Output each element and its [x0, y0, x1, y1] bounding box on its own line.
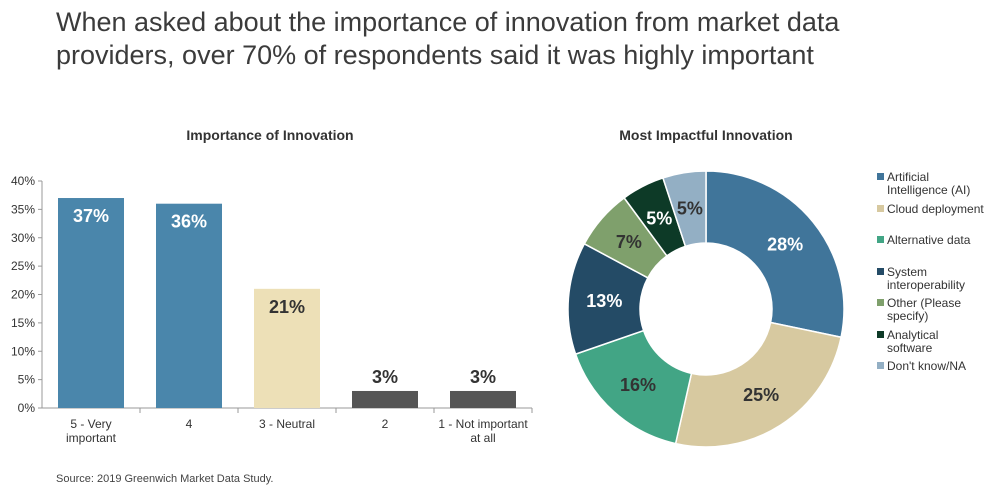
legend-swatch — [877, 236, 884, 243]
legend-swatch — [877, 299, 884, 306]
bar-data-label: 37% — [73, 206, 109, 226]
legend-label: Don't know/NA — [887, 359, 966, 373]
legend-label: Cloud deployment — [887, 202, 984, 216]
bar — [254, 288, 320, 408]
y-tick-label: 35% — [11, 202, 35, 216]
y-tick-label: 0% — [18, 401, 36, 415]
y-tick-label: 5% — [18, 373, 36, 387]
y-tick-label: 10% — [11, 344, 35, 358]
legend-label: Other (Please specify) — [887, 296, 961, 323]
slice-data-label: 28% — [767, 235, 803, 255]
legend-label: Artificial Intelligence (AI) — [887, 170, 970, 197]
bar — [156, 203, 222, 408]
category-label: 3 - Neutral — [259, 417, 315, 431]
source-footnote: Source: 2019 Greenwich Market Data Study… — [56, 473, 274, 485]
bar-data-label: 21% — [269, 297, 305, 317]
bar — [58, 198, 124, 408]
bar-data-label: 3% — [470, 367, 496, 387]
donut-slice — [661, 170, 707, 248]
category-label: 5 - Very important — [66, 417, 117, 445]
legend-swatch — [877, 205, 884, 212]
slice-data-label: 5% — [646, 208, 672, 228]
donut-chart-title: Most Impactful Innovation — [619, 127, 792, 143]
slice-data-label: 25% — [743, 385, 779, 405]
y-tick-label: 30% — [11, 231, 35, 245]
legend-label: Alternative data — [887, 233, 971, 247]
slice-data-label: 7% — [616, 232, 642, 252]
bar-data-label: 3% — [372, 367, 398, 387]
category-label: 1 - Not important at all — [438, 417, 528, 445]
legend-label: System interoperability — [887, 265, 965, 292]
category-label: 2 — [382, 417, 389, 431]
legend-label: Analytical software — [887, 328, 938, 355]
bar — [450, 390, 516, 408]
slice-data-label: 13% — [586, 291, 622, 311]
category-label: 4 — [186, 417, 193, 431]
legend-swatch — [877, 362, 884, 369]
bar-chart-title: Importance of Innovation — [186, 127, 353, 143]
y-tick-label: 40% — [11, 174, 35, 188]
legend-swatch — [877, 331, 884, 338]
donut-chart: Most Impactful Innovation 28% 25% 16% 13% 7%… — [567, 127, 984, 448]
slice-data-label: 16% — [620, 375, 656, 395]
y-tick-label: 25% — [11, 259, 35, 273]
y-tick-label: 15% — [11, 316, 35, 330]
donut-slice — [705, 170, 845, 339]
bar-chart: Importance of Innovation 0%5%10%15%20%25… — [11, 127, 533, 445]
bar-data-label: 36% — [171, 212, 207, 232]
donut-slice — [574, 329, 693, 445]
legend-swatch — [877, 268, 884, 275]
legend-swatch — [877, 173, 884, 180]
donut-slice — [674, 321, 842, 448]
slice-data-label: 5% — [677, 198, 703, 218]
page-headline: When asked about the importance of innov… — [56, 7, 840, 70]
y-tick-label: 20% — [11, 288, 35, 302]
bar — [352, 390, 418, 408]
